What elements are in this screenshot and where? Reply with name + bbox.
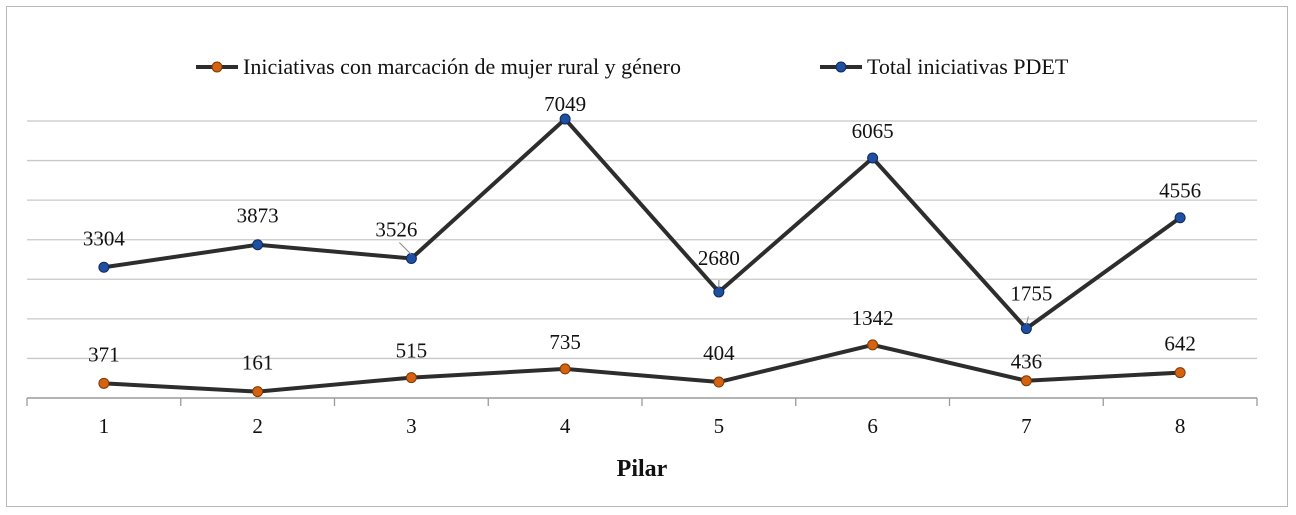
data-point [559, 363, 571, 375]
data-point [1174, 367, 1186, 379]
legend-label: Total iniciativas PDET [867, 54, 1069, 79]
data-label: 2680 [698, 246, 740, 270]
data-label: 642 [1164, 332, 1196, 356]
x-tick-label: 7 [1021, 414, 1032, 438]
data-point [252, 239, 264, 251]
gridlines [27, 120, 1257, 360]
x-tick-label: 5 [714, 414, 725, 438]
data-label: 735 [549, 330, 581, 354]
data-point [713, 376, 725, 388]
legend-label: Iniciativas con marcación de mujer rural… [243, 54, 681, 79]
label-leader [399, 242, 412, 255]
data-point [1020, 323, 1032, 335]
data-label: 4556 [1159, 179, 1201, 203]
data-label: 3304 [83, 226, 126, 250]
series-lines [103, 116, 1182, 394]
data-point [98, 377, 110, 389]
x-tick-label: 8 [1175, 414, 1186, 438]
series-markers [98, 113, 1186, 398]
x-tick-label: 6 [867, 414, 878, 438]
legend-item-mujer-rural: Iniciativas con marcación de mujer rural… [196, 54, 681, 79]
data-label: 161 [242, 351, 274, 375]
data-point [98, 261, 110, 273]
x-tick-label: 1 [99, 414, 110, 438]
x-axis: 1 2 3 4 5 6 7 8 [26, 397, 1258, 438]
data-label: 515 [396, 339, 428, 363]
data-point [1174, 212, 1186, 224]
data-label: 371 [88, 342, 120, 366]
data-point [252, 386, 264, 398]
data-point [867, 152, 879, 164]
data-point [559, 113, 571, 125]
data-point [405, 252, 417, 264]
data-point [405, 372, 417, 384]
x-axis-title: Pilar [617, 456, 668, 482]
label-leader [1025, 316, 1029, 325]
chart-frame [6, 6, 1288, 507]
data-label: 1342 [852, 306, 894, 330]
data-point [713, 286, 725, 298]
data-label: 3873 [237, 204, 279, 228]
legend-item-total-pdet: Total iniciativas PDET [820, 54, 1069, 79]
legend: Iniciativas con marcación de mujer rural… [196, 54, 1069, 79]
data-label: 404 [703, 341, 735, 365]
x-tick-label: 2 [252, 414, 263, 438]
data-point [867, 339, 879, 351]
data-label: 436 [1011, 350, 1043, 374]
data-point [1020, 375, 1032, 387]
x-tick-label: 4 [560, 414, 571, 438]
data-label: 3526 [375, 217, 417, 241]
data-label: 7049 [544, 92, 586, 116]
series-line [103, 342, 1181, 394]
x-tick-label: 3 [406, 414, 417, 438]
data-labels: 371 161 515 735 404 1342 436 642 3304 3873 3526 704… [83, 92, 1201, 375]
data-label: 6065 [852, 119, 894, 143]
series-line [103, 116, 1182, 332]
data-label: 1755 [1010, 282, 1052, 306]
